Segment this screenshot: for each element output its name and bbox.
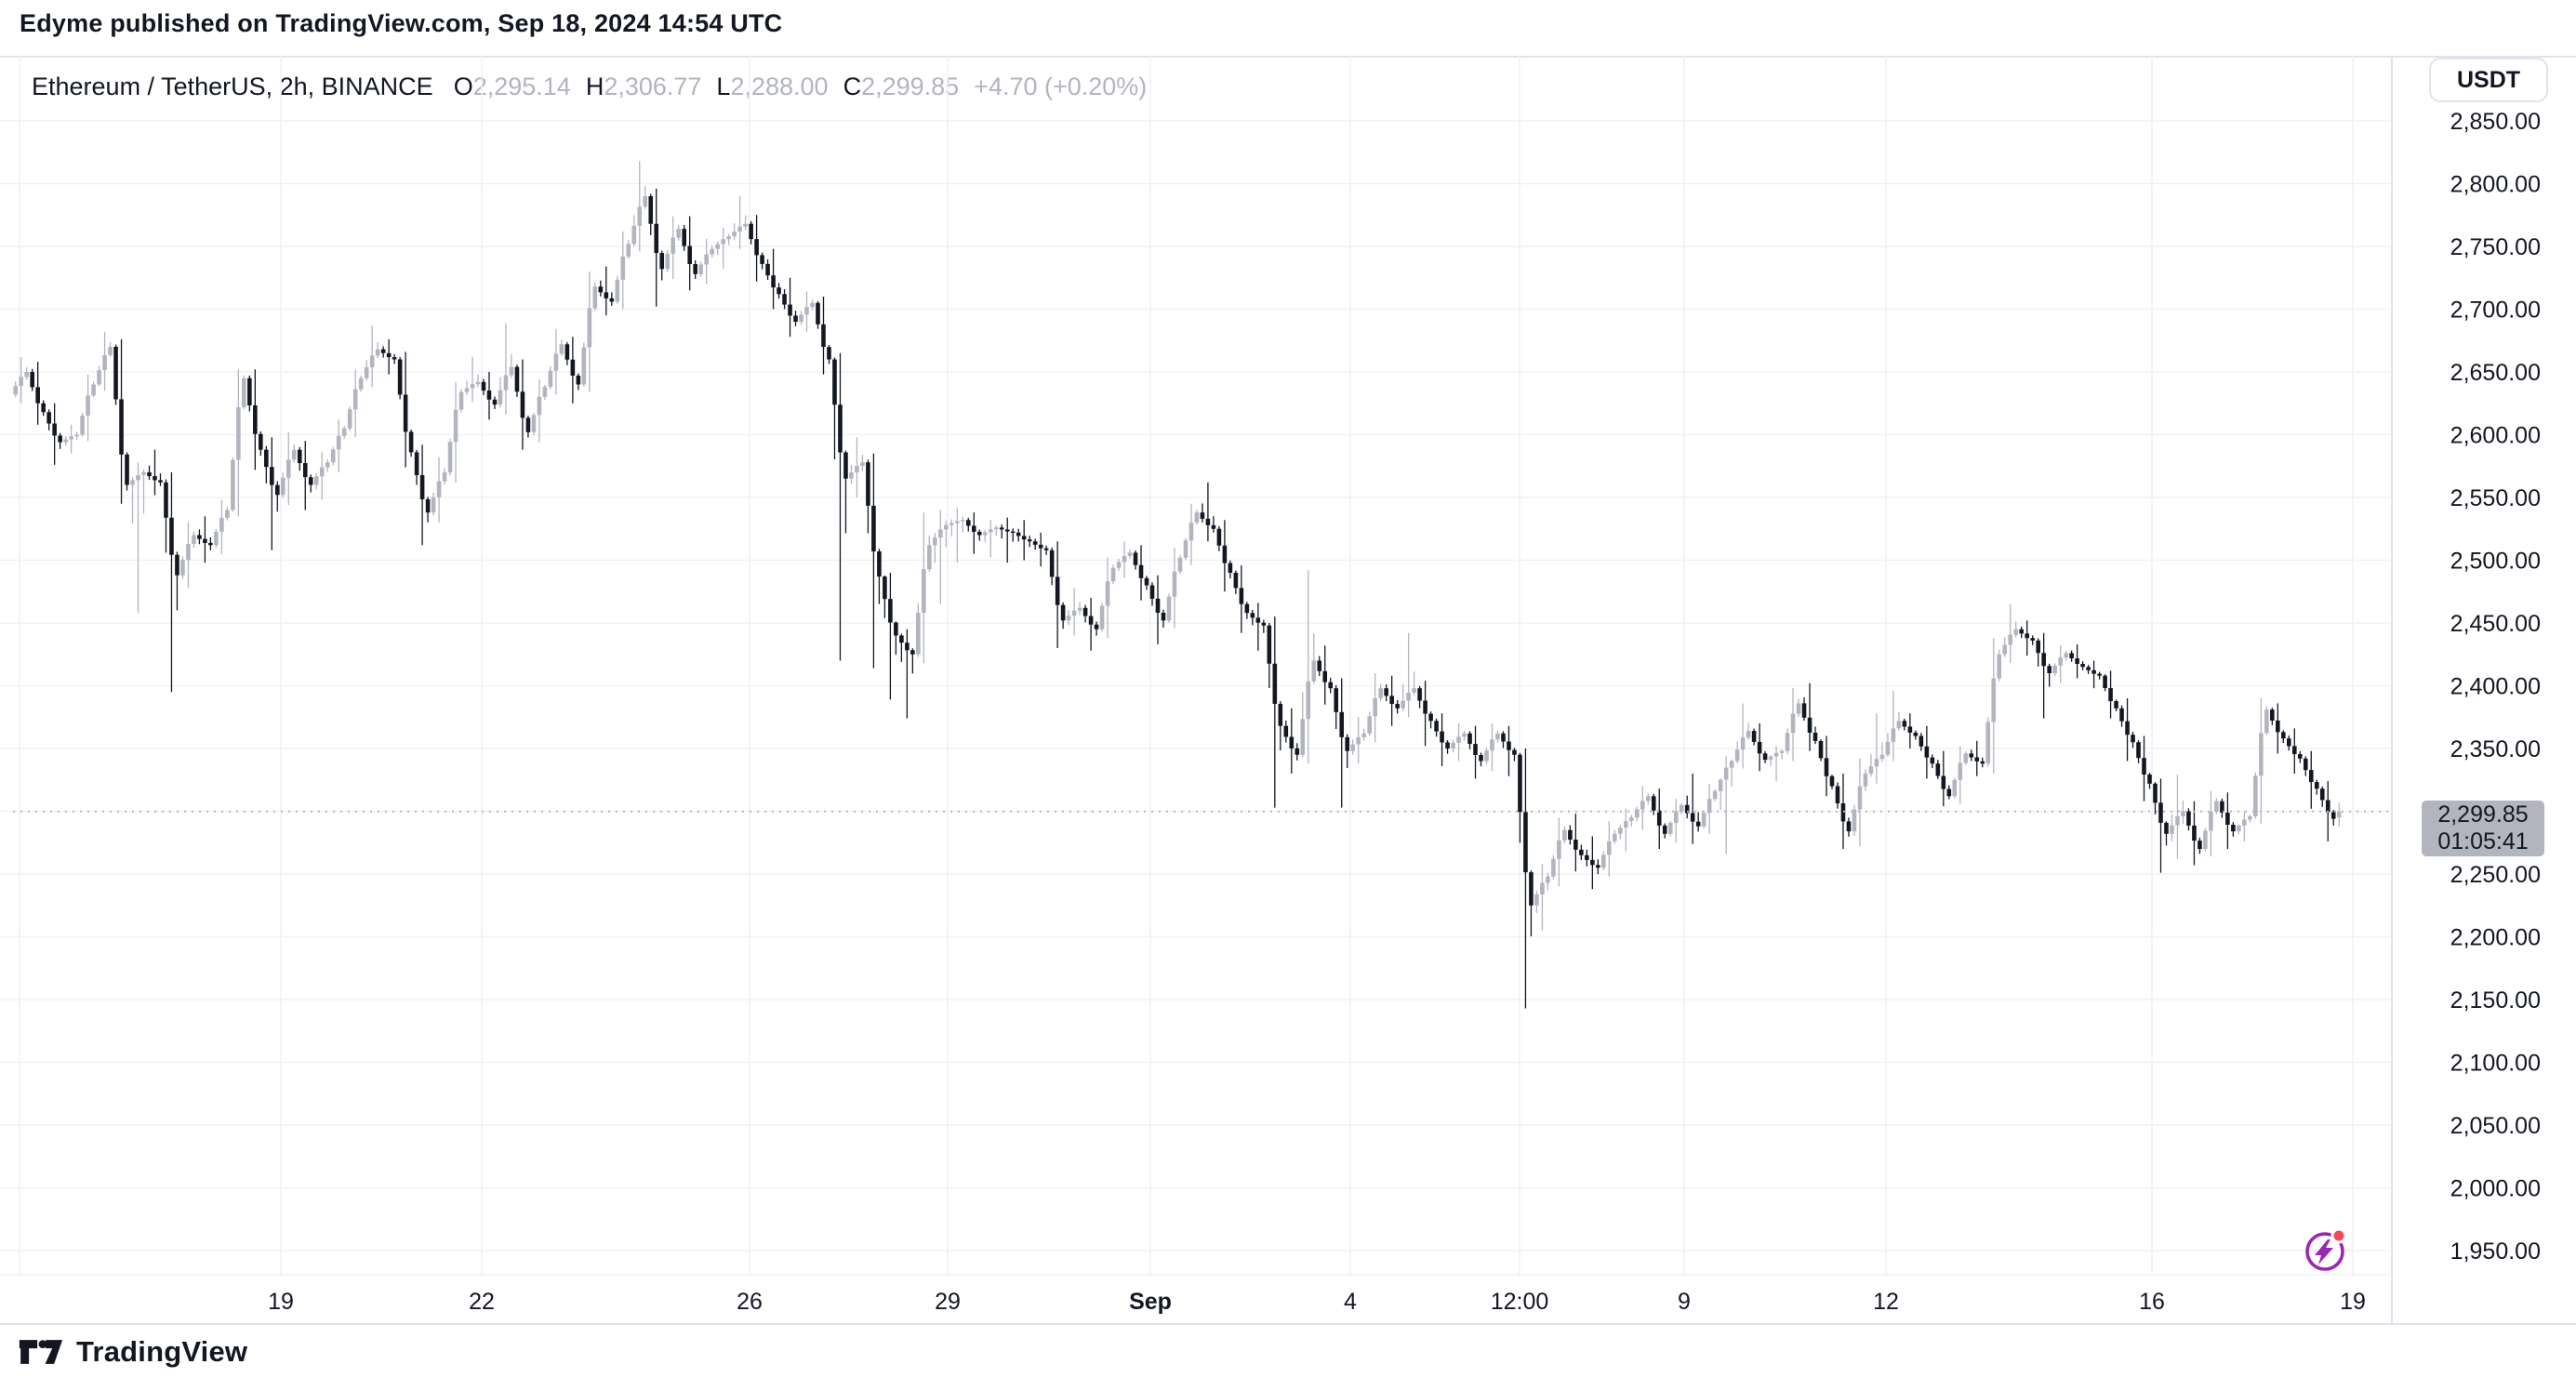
symbol-title: Ethereum / TetherUS, 2h, BINANCE — [32, 72, 433, 100]
svg-text:22: 22 — [469, 1289, 495, 1315]
svg-text:2,700.00: 2,700.00 — [2450, 298, 2541, 324]
gridlines — [0, 56, 2392, 1275]
svg-text:2,150.00: 2,150.00 — [2450, 987, 2541, 1013]
price-axis[interactable]: 2,850.00 2,800.00 2,750.00 2,700.00 2,650.00… — [2450, 109, 2541, 1265]
svg-text:2,250.00: 2,250.00 — [2450, 862, 2541, 888]
notification-dot — [2330, 1227, 2347, 1244]
svg-text:1,950.00: 1,950.00 — [2450, 1239, 2541, 1265]
svg-text:2,500.00: 2,500.00 — [2450, 549, 2541, 575]
svg-text:29: 29 — [935, 1289, 961, 1315]
current-price-flag: 2,299.85 01:05:41 — [2422, 801, 2544, 856]
lightning-boost-icon[interactable] — [2299, 1225, 2351, 1277]
svg-text:2,750.00: 2,750.00 — [2450, 234, 2541, 260]
time-axis[interactable]: 19 22 26 29 Sep 4 12:00 9 12 16 19 — [268, 1289, 2366, 1315]
candles-layer — [13, 161, 2342, 1009]
chart-top-border — [0, 56, 2576, 58]
svg-text:19: 19 — [2340, 1289, 2366, 1315]
svg-text:2,650.00: 2,650.00 — [2450, 360, 2541, 386]
svg-text:2,000.00: 2,000.00 — [2450, 1176, 2541, 1202]
svg-text:2,100.00: 2,100.00 — [2450, 1051, 2541, 1077]
svg-text:9: 9 — [1678, 1289, 1691, 1315]
svg-text:2,800.00: 2,800.00 — [2450, 172, 2541, 198]
svg-text:2,050.00: 2,050.00 — [2450, 1113, 2541, 1139]
svg-text:16: 16 — [2139, 1289, 2165, 1315]
svg-text:12: 12 — [1873, 1289, 1899, 1315]
chart-bottom-border — [0, 1323, 2576, 1325]
current-price-value: 2,299.85 — [2437, 801, 2529, 828]
svg-text:26: 26 — [737, 1289, 763, 1315]
svg-text:2,450.00: 2,450.00 — [2450, 611, 2541, 637]
svg-text:Sep: Sep — [1129, 1289, 1172, 1315]
brand-name: TradingView — [76, 1335, 248, 1368]
legend-open: O2,295.14 — [453, 72, 571, 100]
tradingview-logo — [19, 1340, 63, 1364]
symbol-legend: Ethereum / TetherUS, 2h, BINANCE O2,295.… — [32, 71, 1147, 102]
svg-text:2,600.00: 2,600.00 — [2450, 423, 2541, 449]
chart-frame — [0, 56, 2393, 1323]
legend-high: H2,306.77 — [585, 72, 702, 100]
publish-attribution: Edyme published on TradingView.com, Sep … — [20, 9, 783, 37]
svg-text:12:00: 12:00 — [1491, 1289, 1549, 1315]
legend-change: +4.70 (+0.20%) — [974, 72, 1148, 100]
svg-text:2,550.00: 2,550.00 — [2450, 485, 2541, 511]
footer-brand[interactable]: TradingView — [19, 1335, 247, 1369]
svg-text:2,200.00: 2,200.00 — [2450, 925, 2541, 951]
svg-text:2,850.00: 2,850.00 — [2450, 109, 2541, 135]
legend-close: C2,299.85 — [843, 72, 960, 100]
bar-countdown: 01:05:41 — [2437, 828, 2529, 854]
svg-text:19: 19 — [268, 1289, 294, 1315]
currency-toggle-button[interactable]: USDT — [2429, 58, 2548, 102]
legend-low: L2,288.00 — [716, 72, 829, 100]
svg-text:2,400.00: 2,400.00 — [2450, 674, 2541, 700]
svg-text:2,350.00: 2,350.00 — [2450, 736, 2541, 762]
svg-text:4: 4 — [1344, 1289, 1357, 1315]
